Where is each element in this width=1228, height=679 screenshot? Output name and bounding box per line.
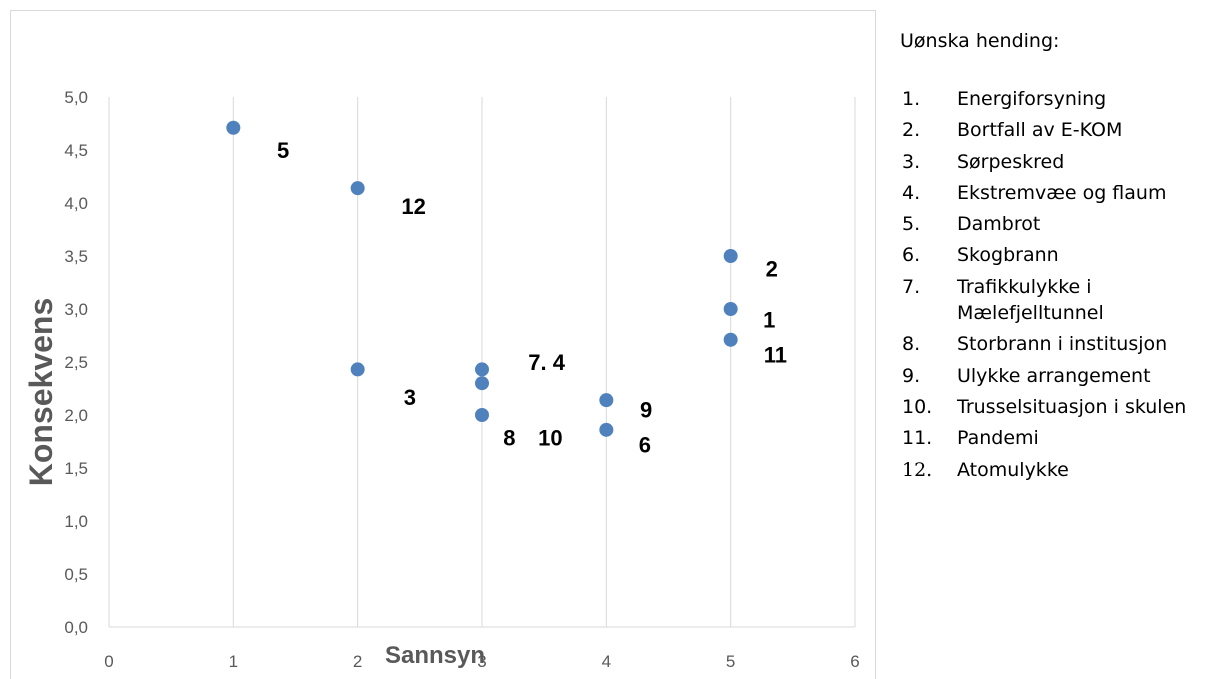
legend-item: 1. Energiforsyning bbox=[900, 86, 1228, 112]
legend-item: 6. Skogbrann bbox=[900, 242, 1228, 268]
legend-item-text: Energiforsyning bbox=[957, 88, 1107, 110]
legend-item-text: Ekstremvæe og flaum bbox=[957, 181, 1167, 204]
y-tick-label: 2,0 bbox=[64, 406, 88, 425]
data-point bbox=[723, 332, 738, 347]
data-point bbox=[475, 376, 489, 391]
legend-item-number: 10. bbox=[902, 395, 933, 418]
x-axis-title: Sannsyn bbox=[385, 642, 485, 669]
legend-title: Uønska hending: bbox=[900, 30, 1060, 52]
point-label: 5 bbox=[277, 138, 289, 163]
x-tick-label: 4 bbox=[602, 652, 611, 669]
legend-item-text: Storbrann i institusjon bbox=[957, 333, 1168, 356]
gridlines bbox=[108, 97, 856, 628]
y-tick-label: 4,5 bbox=[64, 141, 88, 160]
y-tick-label: 3,0 bbox=[64, 300, 88, 319]
legend-item-number: 12. bbox=[902, 458, 933, 481]
x-tick-label: 5 bbox=[726, 652, 735, 669]
legend-item-text: Trafikkulykke i Mælefjelltunnel bbox=[957, 275, 1104, 325]
data-point bbox=[226, 120, 241, 135]
point-label: 7. 4 bbox=[528, 350, 565, 375]
data-point bbox=[475, 408, 489, 422]
legend-item-number: 7. bbox=[902, 275, 921, 298]
point-label: 12 bbox=[401, 194, 425, 219]
legend-item-number: 4. bbox=[902, 181, 921, 204]
legend-item-text: Dambrot bbox=[957, 213, 1041, 236]
y-tick-label: 0,0 bbox=[64, 618, 88, 637]
point-label: 10 bbox=[538, 425, 562, 450]
legend-item-text: Skogbrann bbox=[957, 244, 1059, 267]
legend-item-text: Trusselsituasjon i skulen bbox=[957, 395, 1187, 418]
legend: Uønska hending: 1. Energiforsyning 2. Bortf… bbox=[900, 30, 1228, 488]
legend-item-number: 6. bbox=[902, 244, 921, 267]
legend-item-number: 8. bbox=[902, 333, 921, 356]
point-label: 11 bbox=[764, 343, 787, 368]
legend-item-text: Atomulykke bbox=[957, 458, 1069, 481]
y-tick-label: 0,5 bbox=[64, 565, 88, 584]
legend-item: 11. Pandemi bbox=[900, 425, 1228, 451]
data-point bbox=[599, 393, 614, 408]
legend-item-text: Ulykke arrangement bbox=[957, 364, 1151, 387]
legend-item-text: Pandemi bbox=[957, 427, 1039, 450]
legend-item: 7. Trafikkulykke i Mælefjelltunnel bbox=[900, 274, 1228, 327]
x-tick-label: 2 bbox=[353, 652, 362, 669]
legend-item-number: 3. bbox=[902, 150, 921, 173]
legend-item: 4. Ekstremvæe og flaum bbox=[900, 180, 1228, 206]
point-label: 6 bbox=[639, 433, 651, 458]
x-tick-label: 1 bbox=[229, 652, 238, 669]
legend-item-number: 5. bbox=[902, 213, 921, 236]
y-tick-label: 2,5 bbox=[64, 353, 88, 372]
point-label: 8 bbox=[503, 425, 515, 450]
legend-item: 10. Trusselsituasjon i skulen bbox=[900, 394, 1228, 420]
point-label: 2 bbox=[766, 257, 778, 282]
data-points bbox=[226, 120, 738, 437]
legend-item-text: Bortfall av E-KOM bbox=[957, 119, 1123, 142]
legend-item: 12. Atomulykke bbox=[900, 457, 1228, 483]
legend-item: 2. Bortfall av E-KOM bbox=[900, 117, 1228, 143]
legend-item-number: 1. bbox=[902, 88, 921, 110]
y-tick-label: 4,0 bbox=[64, 194, 88, 213]
data-point bbox=[350, 362, 365, 377]
point-label: 3 bbox=[404, 385, 416, 410]
point-label: 1 bbox=[763, 308, 775, 333]
data-point bbox=[723, 302, 738, 316]
y-axis-title: Konsekvens bbox=[23, 298, 59, 487]
y-tick-label: 5,0 bbox=[64, 88, 88, 107]
legend-item-number: 2. bbox=[902, 119, 921, 142]
point-label: 9 bbox=[640, 398, 652, 423]
legend-item: 5. Dambrot bbox=[900, 211, 1228, 237]
x-tick-label: 6 bbox=[850, 652, 859, 669]
x-tick-labels: 0 1 2 3 4 5 6 bbox=[104, 652, 859, 669]
data-point bbox=[723, 249, 738, 263]
y-tick-label: 1,5 bbox=[64, 459, 88, 478]
legend-item-text: Sørpeskred bbox=[957, 150, 1065, 173]
legend-item: 8. Storbrann i institusjon bbox=[900, 331, 1228, 357]
legend-item-number: 11. bbox=[902, 427, 933, 450]
data-point bbox=[475, 362, 489, 377]
legend-item-number: 9. bbox=[902, 364, 921, 387]
data-point bbox=[350, 181, 365, 196]
y-tick-label: 3,5 bbox=[64, 247, 88, 266]
x-tick-label: 0 bbox=[104, 652, 113, 669]
legend-list: 1. Energiforsyning 2. Bortfall av E-KOM 3. Sø… bbox=[900, 86, 1228, 483]
x-tick-label: 3 bbox=[477, 652, 486, 669]
data-point bbox=[599, 422, 614, 437]
y-tick-labels: 0,0 0,5 1,0 1,5 2,0 2,5 3,0 3,5 4,0 4,5 5,0 bbox=[64, 88, 88, 637]
y-tick-label: 1,0 bbox=[64, 512, 88, 531]
legend-item: 9. Ulykke arrangement bbox=[900, 363, 1228, 389]
legend-item: 3. Sørpeskred bbox=[900, 149, 1228, 175]
